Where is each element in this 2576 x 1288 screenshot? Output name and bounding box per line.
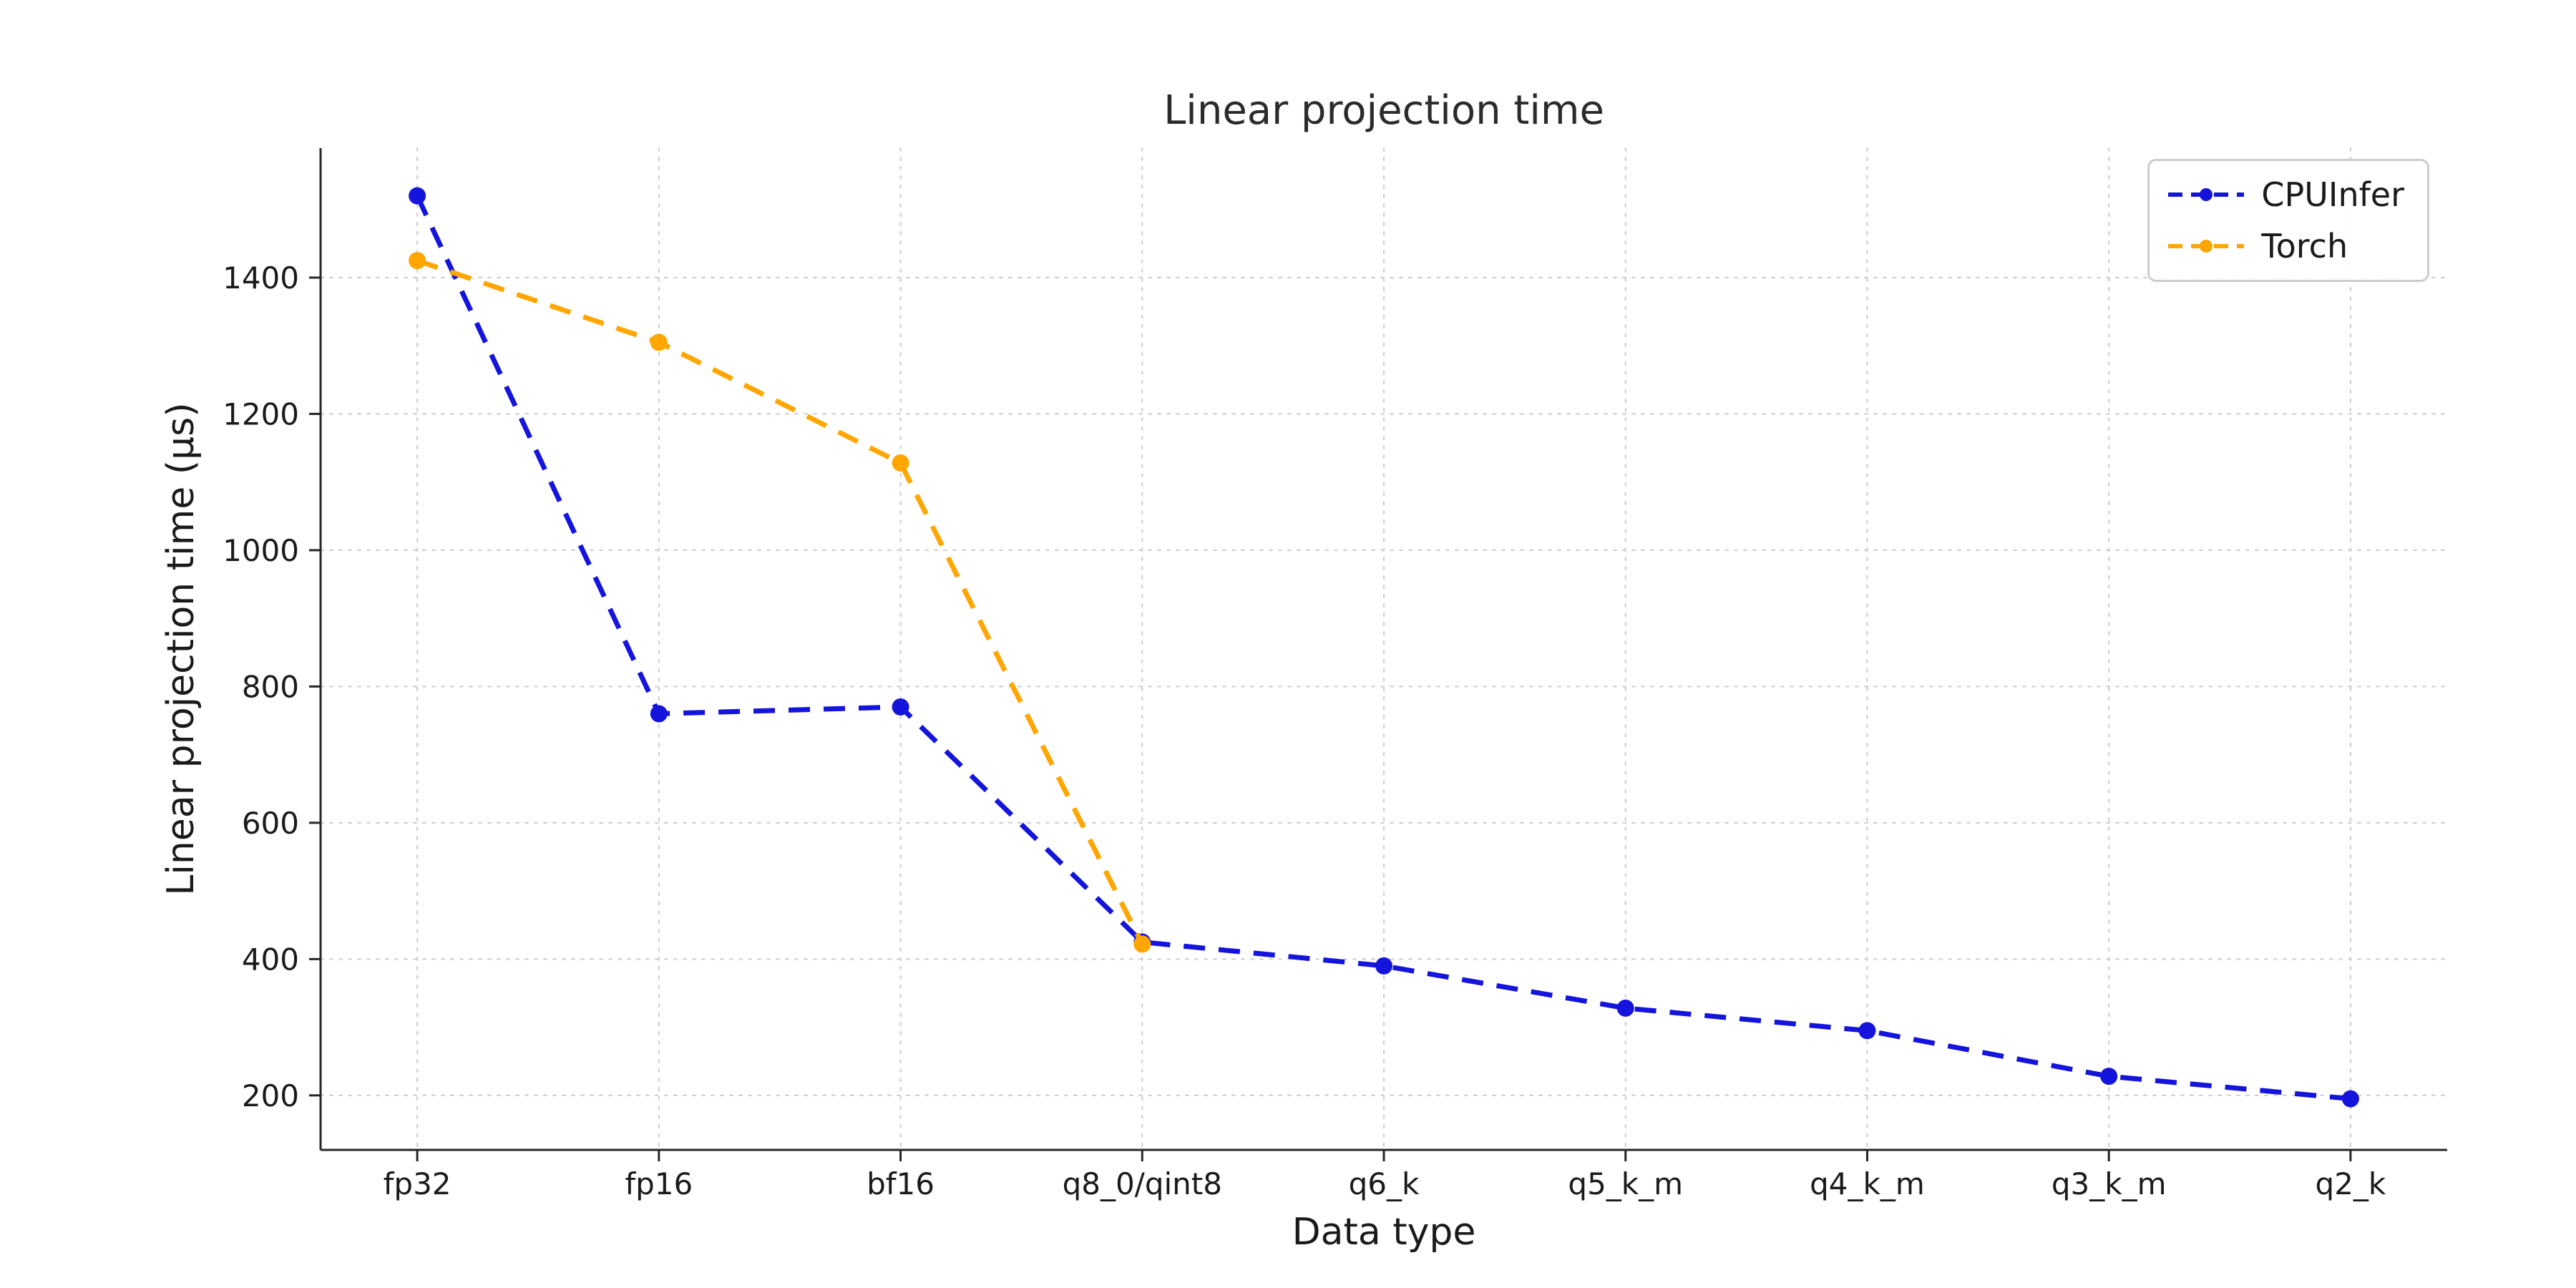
y-tick-label: 1000 <box>223 533 299 568</box>
x-tick-label: fp16 <box>625 1166 693 1201</box>
data-point-cpuinfer <box>409 187 426 205</box>
data-point-cpuinfer <box>1616 999 1634 1017</box>
y-tick-label: 1200 <box>223 396 299 431</box>
data-point-torch <box>1133 935 1151 953</box>
data-point-cpuinfer <box>1858 1022 1876 1040</box>
legend-line-sample-torch <box>2168 240 2245 253</box>
x-tick-label: q3_k_m <box>2051 1166 2167 1201</box>
y-tick-label: 600 <box>242 806 299 841</box>
legend-item-torch: Torch <box>2167 227 2404 265</box>
x-tick-label: bf16 <box>867 1166 935 1201</box>
y-tick-label: 800 <box>242 669 299 704</box>
legend: CPUInfer Torch <box>2147 159 2429 282</box>
legend-label-torch: Torch <box>2261 227 2348 265</box>
y-tick-label: 200 <box>242 1078 299 1113</box>
data-point-cpuinfer <box>2100 1068 2118 1085</box>
series-line-cpuinfer <box>414 195 2351 1102</box>
legend-label-cpuinfer: CPUInfer <box>2261 175 2404 214</box>
y-axis-label: Linear projection time (μs) <box>160 402 203 896</box>
x-tick-label: q2_k <box>2316 1166 2386 1201</box>
data-point-torch <box>409 252 426 270</box>
y-tick-label: 400 <box>242 942 299 977</box>
data-point-torch <box>650 333 668 351</box>
x-tick-label: q4_k_m <box>1810 1166 1925 1201</box>
x-axis-label: Data type <box>1292 1211 1476 1254</box>
data-point-torch <box>892 454 909 472</box>
data-point-cpuinfer <box>1375 957 1392 975</box>
legend-item-cpuinfer: CPUInfer <box>2167 175 2404 214</box>
legend-line-sample-cpuinfer <box>2168 188 2245 201</box>
y-tick-label: 1400 <box>223 260 299 296</box>
x-tick-label: q6_k <box>1349 1166 1420 1201</box>
x-tick-label: fp32 <box>384 1166 452 1201</box>
data-point-cpuinfer <box>650 705 668 723</box>
chart-title: Linear projection time <box>1163 87 1604 134</box>
data-point-cpuinfer <box>2341 1090 2359 1108</box>
x-tick-label: q8_0/qint8 <box>1063 1166 1222 1201</box>
x-tick-label: q5_k_m <box>1568 1166 1683 1201</box>
series-line-torch <box>416 258 1145 945</box>
data-point-cpuinfer <box>892 698 909 716</box>
